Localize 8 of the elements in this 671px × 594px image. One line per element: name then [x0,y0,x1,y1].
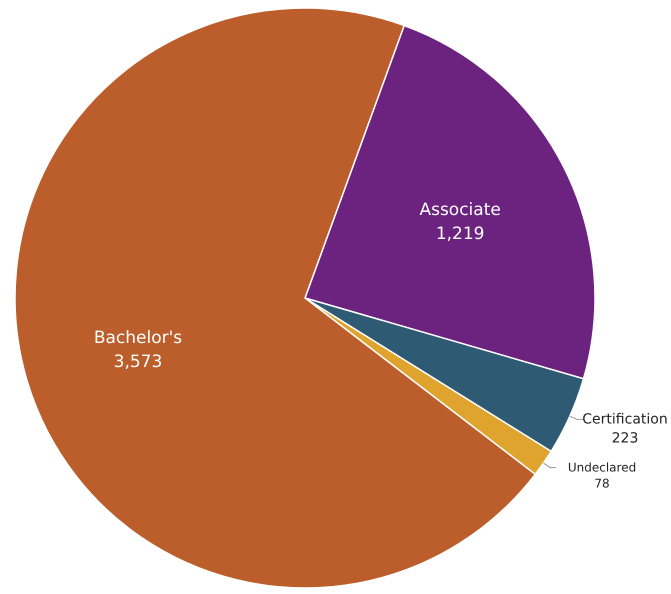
data-label: 223 [612,430,638,446]
data-label: 1,219 [436,224,484,244]
slice-label: Associate [419,200,501,220]
data-label: 3,573 [114,352,162,372]
slice-label: Undeclared [568,460,636,475]
slice-label: Bachelor's [94,328,182,348]
data-label: 78 [594,476,610,491]
slice-label: Certification [582,411,668,428]
